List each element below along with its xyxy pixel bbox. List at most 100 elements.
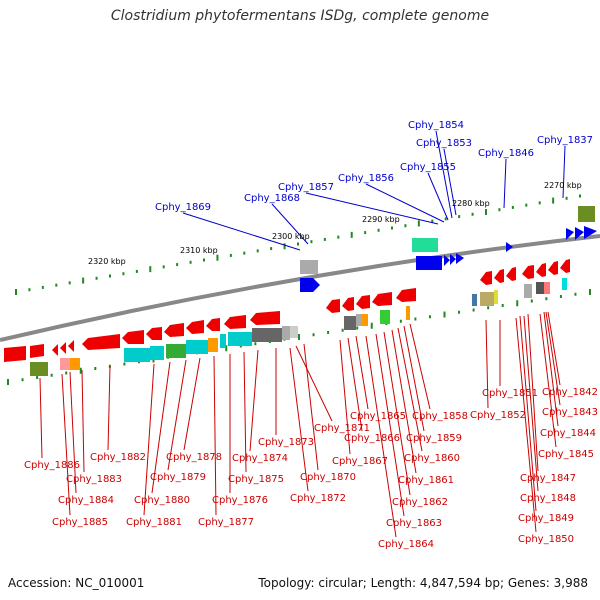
gene-label[interactable]: Cphy_1863 [386,518,442,529]
gene-label[interactable]: Cphy_1858 [412,411,468,422]
gene-label[interactable]: Cphy_1855 [400,162,456,173]
reverse-gene-arrow[interactable] [250,311,280,325]
forward-gene-block[interactable] [412,238,438,252]
forward-gene-block[interactable] [300,260,318,274]
gene-label[interactable]: Cphy_1880 [134,495,190,506]
reverse-gene-arrow[interactable] [30,344,44,358]
gene-label[interactable]: Cphy_1851 [482,388,538,399]
gene-label[interactable]: Cphy_1865 [350,411,406,422]
gene-label[interactable]: Cphy_1881 [126,517,182,528]
gene-label[interactable]: Cphy_1849 [518,513,574,524]
reverse-gene-block[interactable] [536,282,544,294]
gene-label[interactable]: Cphy_1864 [378,539,434,550]
reverse-gene-block[interactable] [380,310,390,324]
gene-label[interactable]: Cphy_1856 [338,173,394,184]
gene-label[interactable]: Cphy_1860 [404,453,460,464]
reverse-gene-arrow[interactable] [548,261,558,275]
reverse-gene-arrow[interactable] [164,323,184,337]
reverse-gene-block[interactable] [480,292,494,306]
reverse-gene-arrow[interactable] [480,271,492,285]
reverse-gene-arrow[interactable] [206,318,220,331]
reverse-gene-block[interactable] [472,294,477,306]
gene-label[interactable]: Cphy_1845 [538,449,594,460]
reverse-gene-block[interactable] [362,314,368,326]
reverse-gene-arrow[interactable] [146,327,162,340]
gene-label[interactable]: Cphy_1846 [478,148,534,159]
gene-label[interactable]: Cphy_1862 [392,497,448,508]
gene-label[interactable]: Cphy_1842 [542,387,598,398]
gene-label[interactable]: Cphy_1853 [416,138,472,149]
reverse-gene-arrow[interactable] [494,269,504,283]
gene-label[interactable]: Cphy_1875 [228,474,284,485]
gene-label[interactable]: Cphy_1886 [24,460,80,471]
reverse-gene-arrow[interactable] [82,334,120,350]
reverse-gene-arrow[interactable] [122,330,144,344]
forward-gene-block[interactable] [578,206,595,222]
reverse-gene-arrow[interactable] [372,292,392,306]
gene-label[interactable]: Cphy_1861 [398,475,454,486]
reverse-gene-arrow[interactable] [506,267,516,281]
forward-gene-arrow[interactable] [300,278,320,292]
forward-gene-arrow[interactable] [444,255,450,266]
reverse-gene-block[interactable] [30,362,48,376]
forward-gene-arrow[interactable] [450,254,456,265]
gene-label[interactable]: Cphy_1882 [90,452,146,463]
gene-label[interactable]: Cphy_1866 [344,433,400,444]
reverse-gene-block[interactable] [150,346,164,360]
gene-label[interactable]: Cphy_1847 [520,473,576,484]
gene-label[interactable]: Cphy_1859 [406,433,462,444]
reverse-gene-arrow[interactable] [342,297,354,311]
gene-label[interactable]: Cphy_1878 [166,452,222,463]
gene-label[interactable]: Cphy_1871 [314,423,370,434]
gene-label[interactable]: Cphy_1874 [232,453,288,464]
forward-gene-arrow[interactable] [584,226,597,239]
reverse-gene-block[interactable] [494,290,498,304]
reverse-gene-arrow[interactable] [522,265,534,279]
reverse-gene-arrow[interactable] [396,288,416,302]
gene-label[interactable]: Cphy_1873 [258,437,314,448]
gene-label[interactable]: Cphy_1867 [332,456,388,467]
reverse-gene-arrow[interactable] [4,346,26,362]
reverse-gene-arrow[interactable] [356,295,370,309]
reverse-gene-arrow[interactable] [186,320,204,334]
reverse-gene-block[interactable] [220,334,226,348]
gene-label[interactable]: Cphy_1884 [58,495,114,506]
reverse-gene-arrow[interactable] [60,342,66,354]
reverse-gene-arrow[interactable] [326,299,340,313]
gene-label[interactable]: Cphy_1868 [244,193,300,204]
forward-gene-arrow[interactable] [456,253,464,264]
gene-label[interactable]: Cphy_1848 [520,493,576,504]
reverse-gene-arrow[interactable] [68,340,74,352]
gene-label[interactable]: Cphy_1883 [66,474,122,485]
reverse-gene-block[interactable] [70,358,80,370]
gene-label[interactable]: Cphy_1843 [542,407,598,418]
gene-label[interactable]: Cphy_1876 [212,495,268,506]
gene-label[interactable]: Cphy_1854 [408,120,464,131]
gene-label[interactable]: Cphy_1850 [518,534,574,545]
gene-label[interactable]: Cphy_1857 [278,182,334,193]
reverse-gene-block[interactable] [282,326,290,340]
reverse-gene-block[interactable] [290,326,298,338]
gene-label[interactable]: Cphy_1872 [290,493,346,504]
reverse-gene-block[interactable] [124,348,150,362]
reverse-gene-block[interactable] [228,332,252,346]
gene-label[interactable]: Cphy_1852 [470,410,526,421]
reverse-gene-block[interactable] [356,314,366,326]
forward-gene-arrow[interactable] [566,228,574,240]
reverse-gene-arrow[interactable] [52,344,58,356]
gene-label[interactable]: Cphy_1879 [150,472,206,483]
reverse-gene-arrow[interactable] [536,263,546,277]
reverse-gene-block[interactable] [252,328,282,342]
reverse-gene-block[interactable] [562,278,567,290]
reverse-gene-block[interactable] [208,338,218,352]
reverse-gene-arrow[interactable] [224,315,246,329]
forward-gene-arrow[interactable] [506,242,513,252]
gene-label[interactable]: Cphy_1869 [155,202,211,213]
gene-label[interactable]: Cphy_1885 [52,517,108,528]
forward-gene-arrow[interactable] [416,256,442,270]
gene-label[interactable]: Cphy_1837 [537,135,593,146]
gene-label[interactable]: Cphy_1844 [540,428,596,439]
reverse-gene-block[interactable] [60,358,70,370]
gene-label[interactable]: Cphy_1870 [300,472,356,483]
reverse-gene-block[interactable] [544,282,550,294]
